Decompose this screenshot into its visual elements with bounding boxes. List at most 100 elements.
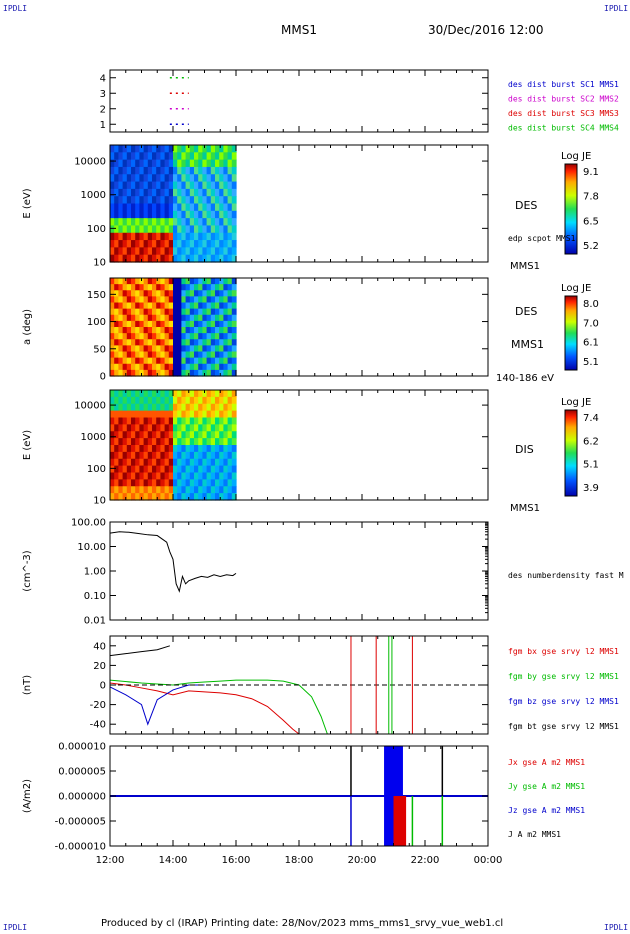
bfield-panel-y-axis-label: (nT) xyxy=(22,675,33,695)
des-energy-panel-cell xyxy=(114,196,119,205)
dis-energy-panel-cell xyxy=(152,479,157,487)
des-pitch-panel-cell xyxy=(173,339,178,346)
des-energy-panel-cell xyxy=(177,203,182,212)
des-pitch-panel-cell xyxy=(131,314,136,322)
dis-energy-panel-cell xyxy=(194,493,199,501)
dis-energy-panel-cell xyxy=(181,451,187,460)
des-pitch-panel-cell xyxy=(177,308,182,316)
des-pitch-panel-cell xyxy=(181,320,187,328)
des-pitch-panel-cell xyxy=(223,314,229,322)
des-pitch-panel-cell xyxy=(210,363,216,371)
des-energy-panel-cell xyxy=(143,203,149,212)
des-pitch-panel-cell xyxy=(135,320,140,328)
des-energy-panel-cell xyxy=(122,188,128,197)
des-pitch-panel-cell xyxy=(227,314,233,322)
dis-energy-panel-cell xyxy=(194,465,199,474)
dis-energy-panel-cell xyxy=(118,431,124,439)
des-pitch-panel-cell xyxy=(194,296,199,304)
des-energy-panel-cell xyxy=(198,196,203,205)
dis-energy-panel-cell xyxy=(185,417,191,425)
des-energy-panel-cell xyxy=(139,247,145,256)
current-legend-entry: Jz gse A m2 MMS1 xyxy=(508,806,585,815)
dis-energy-panel-cell xyxy=(189,445,195,453)
dis-energy-panel-cell xyxy=(168,431,174,439)
dis-energy-panel-y-tick-label: 100 xyxy=(87,464,106,475)
des-pitch-panel-cell xyxy=(173,363,178,371)
dis-energy-panel-cell xyxy=(194,396,199,405)
des-pitch-panel-cell xyxy=(215,333,220,340)
dis-energy-panel-cell xyxy=(160,465,166,474)
dis-energy-panel-cell xyxy=(122,424,128,432)
density-panel-y-tick-label: 0.01 xyxy=(84,616,106,627)
des-pitch-panel-cell xyxy=(126,308,132,316)
des-pitch-panel-cell xyxy=(164,339,170,346)
des-energy-panel-cell xyxy=(143,145,149,153)
dis-energy-panel-cell xyxy=(126,396,132,405)
dis-energy-panel-y-tick-label: 10000 xyxy=(74,401,106,412)
bfield-legend-entry: fgm bz gse srvy l2 MMS1 xyxy=(508,697,619,706)
des-energy-panel-cell xyxy=(189,181,195,190)
des-energy-panel-cell xyxy=(181,181,187,190)
dis-energy-panel-cell xyxy=(198,438,203,446)
des-pitch-panel-cell xyxy=(206,327,212,334)
dis-energy-panel-cell xyxy=(198,410,203,419)
dis-energy-panel-cell xyxy=(160,431,166,439)
des-pitch-panel-cell xyxy=(143,320,149,328)
des-pitch-panel-cell xyxy=(122,290,128,297)
des-energy-panel-cell xyxy=(131,152,136,161)
dis-energy-panel-cell xyxy=(198,417,203,425)
des-energy-panel-cell xyxy=(198,247,203,256)
des-pitch-panel-cell xyxy=(152,320,157,328)
des-energy-panel-cell xyxy=(168,203,174,212)
des-pitch-panel-cell xyxy=(223,284,229,291)
des-pitch-panel-cell xyxy=(110,308,115,316)
des-pitch-panel-cell xyxy=(168,369,174,377)
des-energy-panel-cell xyxy=(135,232,140,241)
dis-energy-panel-cell xyxy=(156,486,161,494)
dis-energy-panel-colorbar-tick-label: 6.2 xyxy=(583,436,599,447)
des-energy-panel-cell xyxy=(152,225,157,234)
dis-energy-panel-cell xyxy=(160,445,166,453)
dis-energy-panel-cell xyxy=(215,417,220,425)
dis-energy-panel-cell xyxy=(168,479,174,487)
des-pitch-panel-cell xyxy=(143,357,149,365)
des-energy-panel-cell xyxy=(168,159,174,168)
des-pitch-panel-cell xyxy=(202,314,208,322)
des-pitch-panel-cell xyxy=(147,290,153,297)
dis-energy-panel-cell xyxy=(152,424,157,432)
dis-energy-panel-cell xyxy=(223,417,229,425)
des-energy-panel-cell xyxy=(168,145,174,153)
dis-energy-panel-cell xyxy=(177,417,182,425)
des-energy-panel-cell xyxy=(114,145,119,153)
des-pitch-panel-cell xyxy=(231,345,237,353)
dis-energy-panel-cell xyxy=(118,465,124,474)
des-pitch-panel-cell xyxy=(202,278,208,285)
des-energy-panel-cell xyxy=(194,174,199,183)
dis-energy-panel-cell xyxy=(194,479,199,487)
des-pitch-panel-cell xyxy=(131,302,136,310)
des-energy-panel-cell xyxy=(227,181,233,190)
des-energy-panel-cell xyxy=(177,232,182,241)
des-energy-panel-cell xyxy=(114,188,119,197)
des-pitch-panel-cell xyxy=(181,278,187,285)
des-energy-panel-cell xyxy=(194,159,199,168)
des-pitch-panel-cell xyxy=(152,296,157,304)
dis-energy-panel-cell xyxy=(126,472,132,480)
dis-energy-panel-cell xyxy=(210,417,216,425)
des-pitch-panel-cell xyxy=(156,345,161,353)
dis-energy-panel-cell xyxy=(210,472,216,480)
des-pitch-panel-cell xyxy=(126,363,132,371)
des-energy-panel-cell xyxy=(181,240,187,248)
des-pitch-panel-cell xyxy=(202,296,208,304)
des-pitch-panel-cell xyxy=(189,320,195,328)
des-pitch-panel-cell xyxy=(185,308,191,316)
des-pitch-panel-cell xyxy=(168,320,174,328)
dis-energy-panel-cell xyxy=(160,458,166,467)
current-panel-y-tick-label: 0.000010 xyxy=(58,742,106,753)
des-pitch-panel-cell xyxy=(118,369,124,377)
des-energy-panel-cell xyxy=(219,203,224,212)
des-energy-panel-cell xyxy=(177,210,182,219)
dis-energy-panel-cell xyxy=(177,424,182,432)
des-pitch-panel-cell xyxy=(168,284,174,291)
des-energy-panel-cell xyxy=(206,247,212,256)
